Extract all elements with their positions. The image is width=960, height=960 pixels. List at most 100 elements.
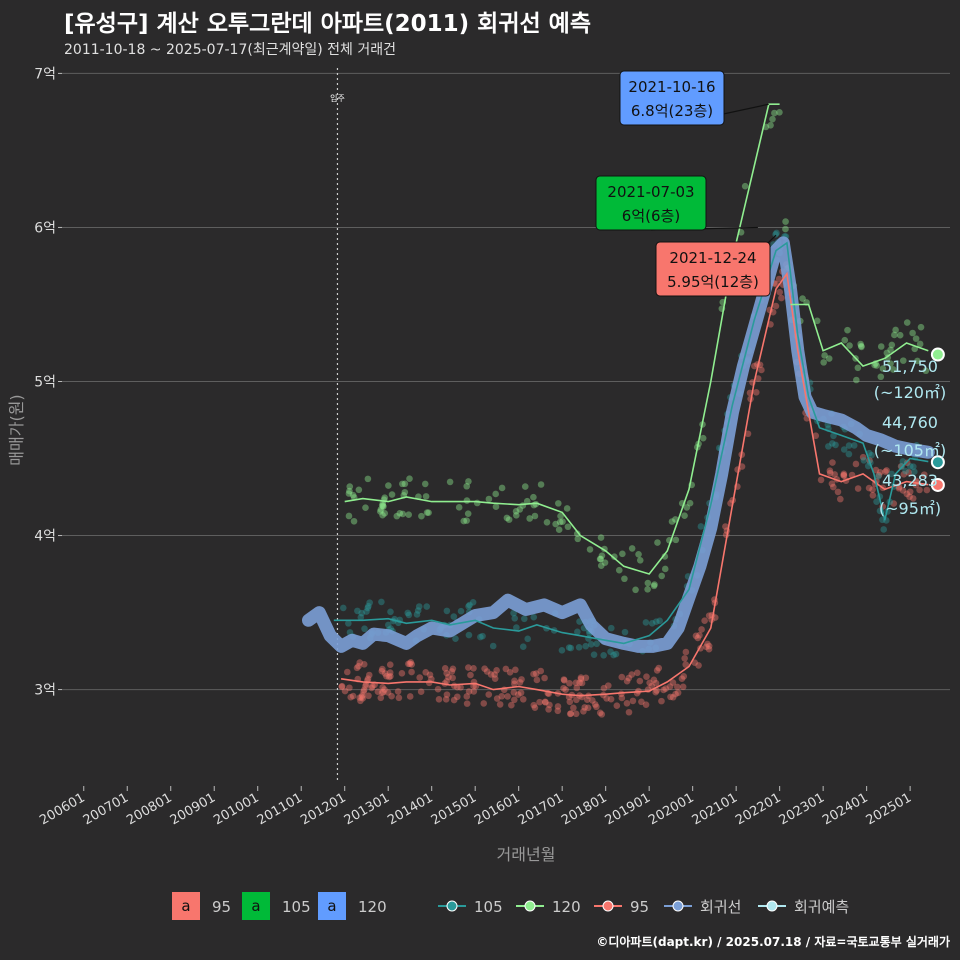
scatter-point-120 [601,559,609,566]
scatter-point-95 [776,288,784,296]
scatter-point-120 [769,115,776,123]
scatter-point-120 [854,364,862,372]
scatter-point-120 [406,475,413,483]
scatter-point-105 [607,648,614,656]
forecast-area-label: (~105㎡) [874,441,946,460]
scatter-point-105 [521,615,528,623]
scatter-point-120 [405,511,412,519]
scatter-point-120 [820,359,827,366]
y-tick-label: 3억 [34,683,56,699]
scatter-point-105 [465,602,472,610]
scatter-point-95 [672,690,679,698]
scatter-point-105 [830,432,837,440]
x-tick-label: 202001 [646,790,696,828]
legend-label: 105 [474,898,503,916]
scatter-point-120 [465,478,472,485]
chart-title: [유성구] 계산 오투그란데 아파트(2011) 회귀선 예측 [64,11,591,37]
scatter-point-120 [555,526,563,534]
scatter-point-95 [826,467,834,474]
scatter-point-95 [514,691,522,698]
x-tick-label: 201201 [298,790,348,828]
scatter-point-105 [607,624,615,632]
scatter-point-95 [660,686,667,694]
scatter-point-105 [652,618,660,625]
scatter-point-95 [752,389,760,396]
scatter-point-120 [782,218,789,225]
scatter-point-105 [450,613,458,620]
forecast-point-95 [930,477,945,492]
scatter-point-120 [379,502,387,510]
scatter-point-105 [888,470,895,478]
scatter-point-120 [492,490,499,498]
axis-layer: 3억 4억 5억 6억 7억 200601200701200801200901201001… [7,66,914,864]
scatter-point-95 [365,671,373,679]
scatter-point-95 [405,660,412,668]
y-axis-label: 매매가(원) [7,394,26,465]
scatter-point-95 [562,686,569,693]
scatter-point-120 [858,343,865,351]
scatter-point-120 [345,490,353,497]
scatter-point-95 [583,696,591,703]
scatter-point-120 [825,355,833,362]
scatter-point-95 [379,684,386,691]
scatter-point-120 [841,336,849,344]
scatter-point-105 [845,450,853,458]
scatter-point-120 [857,340,864,348]
scatter-point-120 [362,504,369,511]
scatter-point-95 [638,698,645,706]
scatter-point-95 [560,677,568,684]
scatter-point-120 [446,478,454,486]
scatter-point-95 [341,687,349,695]
scatter-point-120 [611,553,618,560]
scatter-point-95 [655,664,663,672]
scatter-point-105 [845,442,853,449]
x-tick-label: 202401 [820,790,870,828]
scatter-point-95 [840,471,847,479]
scatter-point-105 [513,624,520,631]
legend-marker [524,900,536,912]
scatter-point-95 [899,487,907,494]
scatter-point-95 [751,362,758,370]
scatter-point-120 [526,515,533,522]
scatter-point-95 [890,500,898,507]
scatter-point-120 [516,506,524,513]
scatter-point-105 [860,457,868,464]
scatter-point-95 [428,675,435,683]
series-line-105 [333,241,929,645]
scatter-point-120 [661,565,669,573]
scatter-point-105 [590,651,598,658]
scatter-point-95 [511,677,518,685]
scatter-point-120 [821,352,828,359]
scatter-point-95 [483,668,491,675]
scatter-point-120 [813,317,821,325]
scatter-point-95 [859,453,867,461]
legend-label: 105 [282,898,311,916]
scatter-point-120 [771,109,778,117]
scatter-point-120 [532,500,540,508]
scatter-point-105 [413,611,421,618]
scatter-point-105 [364,604,372,612]
scatter-point-95 [581,704,589,711]
scatter-point-95 [493,666,500,674]
scatter-point-95 [360,661,368,668]
scatter-point-95 [909,495,917,502]
scatter-point-120 [615,566,623,574]
scatter-point-95 [906,488,914,496]
scatter-point-120 [505,516,513,523]
scatter-point-105 [565,644,573,651]
scatter-point-95 [837,495,844,503]
scatter-point-120 [681,512,688,519]
scatter-point-120 [658,572,666,580]
scatter-point-120 [574,530,581,537]
scatter-point-95 [344,668,351,676]
scatter-point-120 [654,539,661,546]
scatter-point-95 [589,697,596,704]
scatter-point-105 [423,603,431,610]
x-tick-label: 201901 [603,790,653,828]
scatter-point-95 [897,463,905,470]
scatter-point-95 [681,655,688,662]
scatter-point-95 [613,702,621,710]
scatter-point-95 [380,688,387,696]
scatter-point-95 [573,684,581,692]
scatter-point-95 [443,691,451,698]
